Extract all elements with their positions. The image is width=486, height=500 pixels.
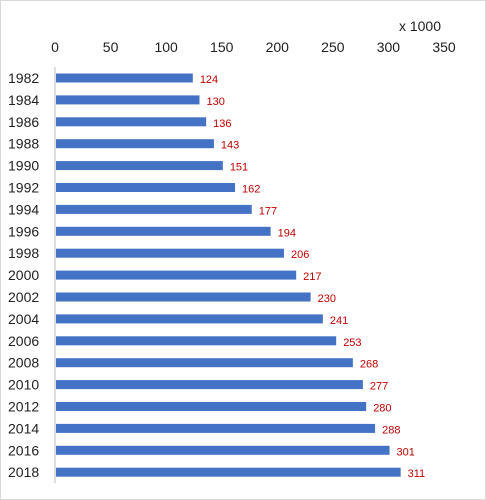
bar [56, 402, 367, 411]
y-tick-label: 2000 [8, 267, 39, 283]
x-tick-label: 250 [321, 39, 345, 55]
bar [56, 204, 252, 214]
bar [56, 380, 363, 390]
data-label: 194 [278, 227, 296, 239]
bar [56, 423, 376, 433]
y-tick-label: 2008 [8, 355, 39, 371]
data-label: 151 [230, 162, 248, 174]
bar [56, 292, 311, 302]
y-tick-label: 1998 [8, 245, 39, 261]
x-tick-label: 350 [432, 39, 456, 55]
y-axis: 1982 1984 1986 1988 1990 1992 1994 1996 1998 2000… [8, 70, 39, 480]
data-label: 301 [397, 446, 415, 458]
bar [56, 358, 353, 368]
bar [56, 161, 223, 171]
data-label: 124 [200, 74, 218, 86]
bar [56, 95, 200, 105]
y-tick-label: 1986 [8, 114, 39, 130]
data-label: 143 [221, 140, 239, 152]
axis-unit-label: x 1000 [399, 18, 441, 34]
data-label: 177 [259, 205, 277, 217]
data-label: 136 [213, 118, 231, 130]
bar [56, 336, 337, 346]
data-label: 311 [408, 468, 426, 480]
bar [56, 183, 236, 192]
data-label: 277 [370, 381, 388, 393]
bars [56, 73, 401, 477]
bar [56, 73, 193, 83]
bar [56, 117, 207, 127]
y-tick-label: 2004 [8, 311, 39, 327]
x-tick-label: 50 [103, 39, 119, 55]
bar [56, 467, 401, 477]
data-label: 130 [206, 96, 224, 108]
y-tick-label: 2018 [8, 464, 39, 480]
x-tick-label: 300 [377, 39, 401, 55]
data-label: 268 [360, 359, 378, 371]
data-label: 288 [382, 424, 400, 436]
bar [56, 270, 297, 280]
y-tick-label: 2010 [8, 377, 39, 393]
y-tick-label: 2002 [8, 289, 39, 305]
data-label: 241 [330, 315, 348, 327]
x-tick-label: 200 [266, 39, 290, 55]
bar [56, 226, 271, 236]
y-tick-label: 1984 [8, 92, 39, 108]
data-label: 217 [303, 271, 321, 283]
data-label: 206 [291, 249, 309, 261]
bar [56, 139, 214, 149]
y-tick-label: 1994 [8, 201, 39, 217]
bar [56, 445, 390, 455]
y-tick-label: 2016 [8, 442, 39, 458]
x-tick-label: 0 [51, 39, 59, 55]
y-tick-label: 2012 [8, 399, 39, 415]
y-tick-label: 1982 [8, 70, 39, 86]
y-tick-label: 1996 [8, 223, 39, 239]
x-axis: 0 50 100 150 200 250 300 350 [51, 39, 456, 55]
bar [56, 314, 323, 324]
y-tick-label: 1992 [8, 180, 39, 196]
y-tick-label: 2006 [8, 333, 39, 349]
data-label: 230 [318, 293, 336, 305]
y-tick-label: 1990 [8, 158, 39, 174]
y-tick-label: 1988 [8, 136, 39, 152]
data-label: 280 [373, 403, 391, 415]
x-tick-label: 100 [154, 39, 178, 55]
bar [56, 248, 284, 258]
data-label: 253 [343, 337, 361, 349]
y-tick-label: 2014 [8, 420, 39, 436]
x-tick-label: 150 [210, 39, 234, 55]
data-label: 162 [242, 184, 260, 196]
